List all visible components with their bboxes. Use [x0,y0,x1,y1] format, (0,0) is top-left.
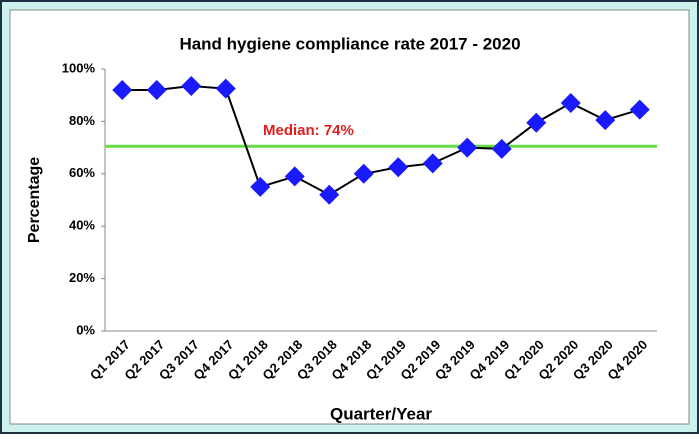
y-tick-label: 40% [69,218,95,233]
y-axis-title: Percentage [26,157,43,243]
data-point [560,93,581,114]
y-tick-label: 60% [69,165,95,180]
data-point [457,137,478,158]
y-tick-label: 0% [76,322,95,337]
data-point [146,79,167,100]
chart-title: Hand hygiene compliance rate 2017 - 2020 [179,34,520,53]
data-point [319,184,340,205]
annotation: Median: 74% [263,122,354,139]
data-point [491,138,512,159]
y-tick-label: 80% [69,113,95,128]
data-point [215,78,236,99]
series-line [122,85,641,196]
data-point [422,153,443,174]
data-point [526,112,547,133]
data-point [181,76,202,97]
data-point [388,157,409,178]
data-point [595,110,616,131]
chart-area [9,9,690,425]
data-point [112,79,133,100]
y-tick-label: 20% [69,270,95,285]
data-point [353,163,374,184]
data-point [284,166,305,187]
y-tick-label: 100% [62,60,96,75]
data-point [250,176,271,197]
data-point [629,99,650,120]
x-axis-title: Quarter/Year [330,404,432,423]
